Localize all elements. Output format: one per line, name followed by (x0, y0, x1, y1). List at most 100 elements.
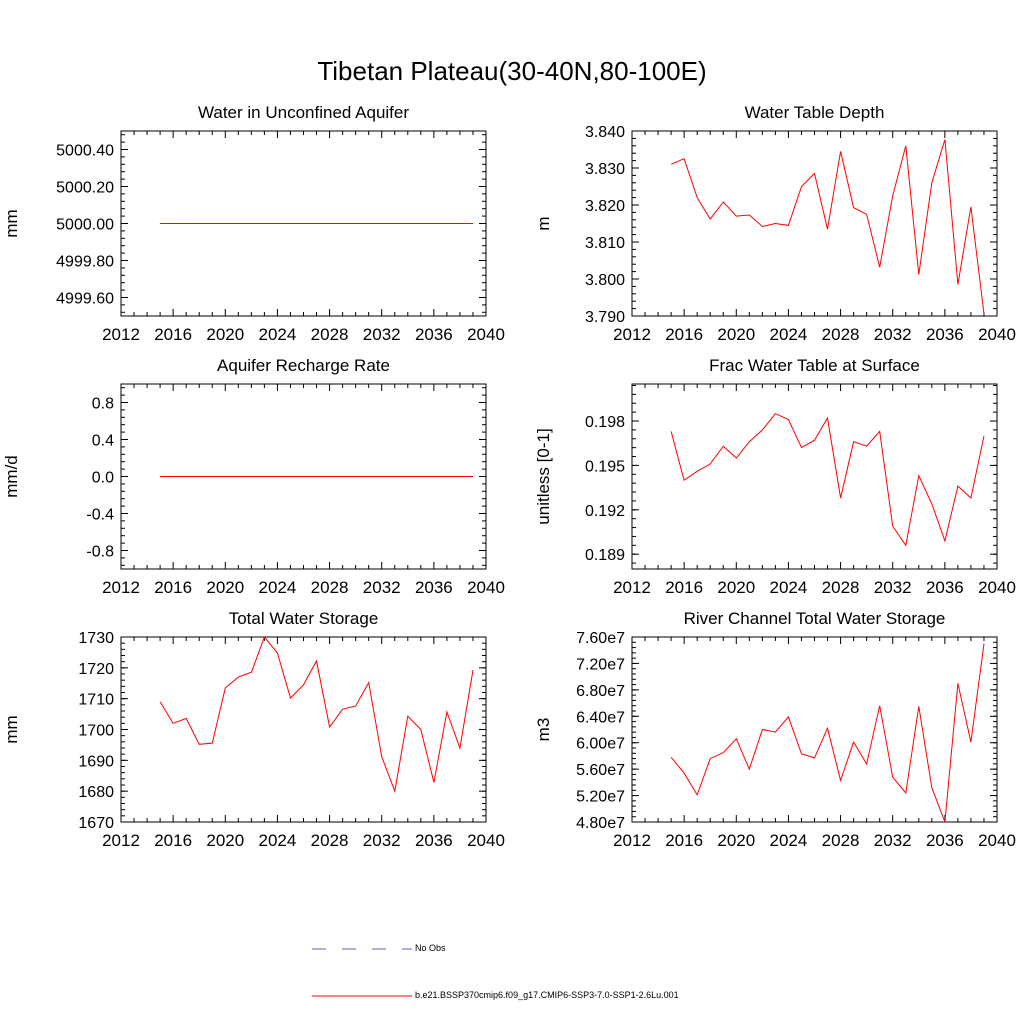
x-tick-label: 2024 (259, 325, 297, 344)
x-tick-label: 2016 (665, 831, 703, 850)
chart-panel-3: 2012 2016 2020 2024 2028 2032 2036 2040 -0.8 -0.4… (2, 356, 505, 597)
x-tick-label: 2024 (770, 578, 808, 597)
y-tick-label: 4.80e7 (576, 815, 625, 832)
y-tick-label: 5.60e7 (576, 762, 625, 779)
chart-panel-1: 2012 2016 2020 2024 2028 2032 2036 2040 4999.60 4… (2, 103, 505, 344)
x-tick-label: 2012 (613, 325, 651, 344)
y-tick-label: 1680 (78, 784, 114, 801)
y-tick-label: 0.8 (92, 396, 114, 413)
y-tick-label: 5000.20 (56, 180, 114, 197)
x-tick-label: 2032 (874, 325, 912, 344)
legend-model-label: b.e21.BSSP370cmip6.f09_g17.CMIP6-SSP3-7.… (415, 990, 679, 1000)
x-tick-label: 2020 (717, 831, 755, 850)
x-tick-label: 2032 (363, 831, 401, 850)
x-tick-label: 2036 (415, 578, 453, 597)
x-tick-label: 2020 (206, 578, 244, 597)
x-tick-label: 2036 (415, 325, 453, 344)
y-tick-label: 1710 (78, 692, 114, 709)
x-tick-label: 2012 (102, 831, 140, 850)
y-tick-label: 6.80e7 (576, 683, 625, 700)
panel-title: Water Table Depth (745, 103, 885, 122)
series-line (670, 412, 985, 547)
y-axis-label: mm (2, 715, 21, 743)
x-tick-label: 2024 (770, 325, 808, 344)
plot-frame (631, 636, 998, 823)
x-tick-label: 2020 (717, 578, 755, 597)
y-tick-label: 3.820 (585, 198, 625, 215)
y-tick-label: 0.4 (92, 433, 114, 450)
y-tick-label: 5000.40 (56, 143, 114, 160)
legend-obs-label: No Obs (415, 943, 446, 953)
chart-panel-5: 2012 2016 2020 2024 2028 2032 2036 2040 1670 1680… (2, 609, 505, 850)
x-tick-label: 2024 (259, 831, 297, 850)
x-tick-label: 2012 (102, 325, 140, 344)
x-tick-label: 2040 (978, 578, 1016, 597)
x-tick-label: 2040 (467, 831, 505, 850)
x-tick-label: 2024 (259, 578, 297, 597)
x-tick-label: 2012 (613, 578, 651, 597)
y-tick-label: 0.198 (585, 414, 625, 431)
x-tick-label: 2032 (874, 831, 912, 850)
plot-frame (120, 636, 487, 823)
y-tick-label: 4999.60 (56, 291, 114, 308)
y-tick-label: -0.4 (86, 507, 114, 524)
y-tick-label: 3.800 (585, 272, 625, 289)
y-tick-label: 0.192 (585, 503, 625, 520)
y-tick-label: -0.8 (86, 544, 114, 561)
plot-frame (631, 383, 998, 570)
chart-panel-6: 2012 2016 2020 2024 2028 2032 2036 2040 4.80e7 5.… (534, 609, 1016, 850)
x-tick-label: 2012 (102, 578, 140, 597)
y-tick-label: 6.40e7 (576, 709, 625, 726)
panel-title: Total Water Storage (229, 609, 379, 628)
series-line (670, 643, 985, 823)
y-tick-label: 5.20e7 (576, 789, 625, 806)
x-tick-label: 2012 (613, 831, 651, 850)
x-tick-label: 2040 (978, 325, 1016, 344)
x-tick-label: 2028 (822, 831, 860, 850)
x-tick-label: 2036 (415, 831, 453, 850)
x-tick-label: 2032 (363, 325, 401, 344)
y-tick-label: 3.840 (585, 124, 625, 141)
x-tick-label: 2040 (467, 325, 505, 344)
y-tick-label: 4999.80 (56, 254, 114, 271)
y-tick-label: 0.0 (92, 470, 114, 487)
y-axis-label: unitless [0-1] (534, 428, 553, 524)
panel-title: Aquifer Recharge Rate (217, 356, 390, 375)
x-tick-label: 2028 (311, 325, 349, 344)
x-tick-label: 2028 (311, 578, 349, 597)
panel-title: River Channel Total Water Storage (684, 609, 946, 628)
x-tick-label: 2028 (822, 325, 860, 344)
x-tick-label: 2024 (770, 831, 808, 850)
x-tick-label: 2036 (926, 325, 964, 344)
y-tick-label: 3.830 (585, 161, 625, 178)
series-line (670, 139, 985, 315)
x-tick-label: 2016 (154, 578, 192, 597)
x-tick-label: 2020 (206, 831, 244, 850)
chart-panel-2: 2012 2016 2020 2024 2028 2032 2036 2040 3.790 3.8… (534, 103, 1016, 344)
x-tick-label: 2036 (926, 831, 964, 850)
x-tick-label: 2040 (978, 831, 1016, 850)
y-axis-label: m (534, 216, 553, 230)
y-tick-label: 1730 (78, 630, 114, 647)
y-tick-label: 1670 (78, 815, 114, 832)
x-tick-label: 2016 (665, 325, 703, 344)
x-tick-label: 2028 (311, 831, 349, 850)
y-tick-label: 1700 (78, 723, 114, 740)
panel-title: Frac Water Table at Surface (709, 356, 920, 375)
x-tick-label: 2016 (154, 325, 192, 344)
y-tick-label: 3.810 (585, 235, 625, 252)
x-tick-label: 2016 (665, 578, 703, 597)
x-tick-label: 2032 (874, 578, 912, 597)
x-tick-label: 2020 (206, 325, 244, 344)
y-axis-label: mm (2, 209, 21, 237)
y-axis-label: m3 (534, 718, 553, 742)
y-tick-label: 7.60e7 (576, 630, 625, 647)
y-tick-label: 5000.00 (56, 217, 114, 234)
x-tick-label: 2016 (154, 831, 192, 850)
x-tick-label: 2036 (926, 578, 964, 597)
series-line (159, 636, 474, 794)
y-tick-label: 3.790 (585, 309, 625, 326)
y-tick-label: 0.195 (585, 458, 625, 475)
x-tick-label: 2028 (822, 578, 860, 597)
